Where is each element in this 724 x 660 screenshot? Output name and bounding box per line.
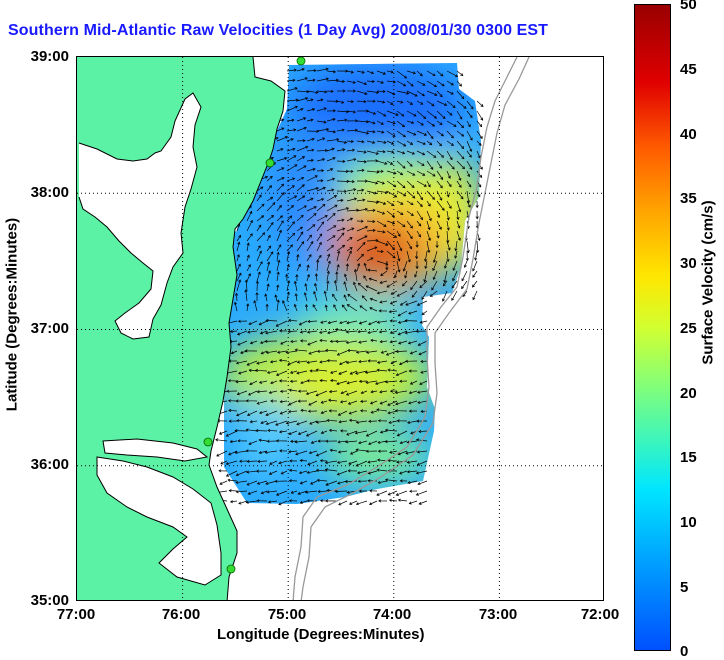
velocity-arrow xyxy=(416,491,427,495)
radar-station[interactable] xyxy=(204,438,212,446)
x-tick-label: 74:00 xyxy=(373,606,411,623)
y-tick-label: 39:00 xyxy=(31,48,69,65)
colorbar-tick: 25 xyxy=(680,320,697,337)
x-tick-label: 75:00 xyxy=(268,606,306,623)
colorbar-tick: 15 xyxy=(680,449,697,466)
radar-station[interactable] xyxy=(297,57,305,65)
velocity-arrow xyxy=(247,461,257,462)
colorbar-tick: 35 xyxy=(680,190,697,207)
x-axis-label: Longitude (Degrees:Minutes) xyxy=(217,626,425,643)
colorbar-tick: 20 xyxy=(680,385,697,402)
velocity-arrow xyxy=(396,491,407,495)
y-axis-label: Latitude (Degrees:Minutes) xyxy=(4,210,21,420)
colorbar-tick: 0 xyxy=(680,643,688,660)
velocity-arrow xyxy=(477,111,483,120)
velocity-arrow xyxy=(337,171,348,172)
velocity-arrow xyxy=(258,461,267,462)
x-tick-label: 72:00 xyxy=(581,606,619,623)
x-tick-label: 73:00 xyxy=(479,606,517,623)
velocity-arrow xyxy=(377,491,387,495)
colorbar-tick: 10 xyxy=(680,514,697,531)
velocity-arrow xyxy=(477,241,478,252)
y-tick-label: 37:00 xyxy=(31,320,69,337)
colorbar-tick: 30 xyxy=(680,255,697,272)
colorbar-tick: 50 xyxy=(680,0,697,13)
velocity-arrow xyxy=(473,261,477,271)
map-panel[interactable] xyxy=(76,56,604,601)
velocity-arrow xyxy=(462,271,467,281)
colorbar-tick: 5 xyxy=(680,579,688,596)
colorbar xyxy=(634,4,671,651)
colorbar-label: Surface Velocity (cm/s) xyxy=(700,183,717,383)
x-tick-label: 77:00 xyxy=(57,606,95,623)
velocity-arrow xyxy=(256,431,267,432)
velocity-arrow xyxy=(477,101,483,107)
y-tick-label: 38:00 xyxy=(31,184,69,201)
radar-station[interactable] xyxy=(266,159,274,167)
y-tick-label: 36:00 xyxy=(31,456,69,473)
velocity-arrow xyxy=(336,341,347,342)
colorbar-tick: 40 xyxy=(680,126,697,143)
velocity-map xyxy=(77,57,604,601)
velocity-arrow xyxy=(462,281,467,289)
velocity-arrow xyxy=(307,71,316,72)
map-title: Southern Mid-Atlantic Raw Velocities (1 … xyxy=(8,22,548,40)
velocity-arrow xyxy=(335,491,347,492)
colorbar-tick: 45 xyxy=(680,61,697,78)
x-tick-label: 76:00 xyxy=(162,606,200,623)
radar-station[interactable] xyxy=(227,565,235,573)
